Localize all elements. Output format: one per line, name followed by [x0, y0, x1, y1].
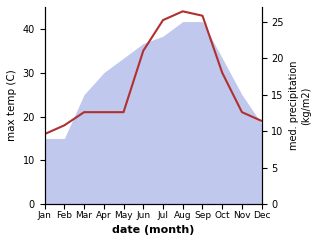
X-axis label: date (month): date (month)	[112, 225, 194, 235]
Y-axis label: max temp (C): max temp (C)	[7, 70, 17, 142]
Y-axis label: med. precipitation
(kg/m2): med. precipitation (kg/m2)	[289, 61, 311, 150]
